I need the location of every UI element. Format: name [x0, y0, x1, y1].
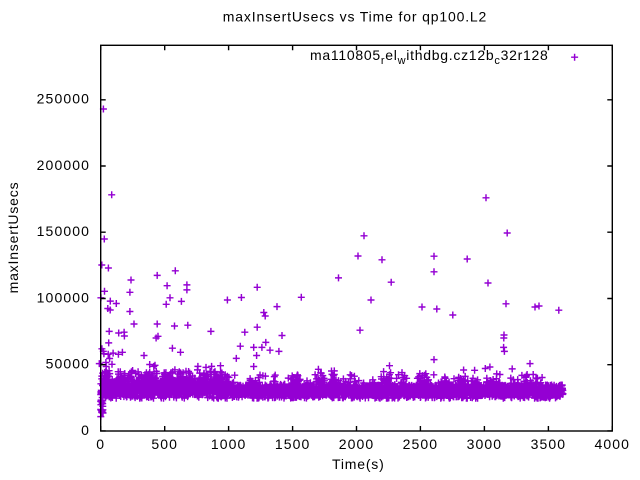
svg-text:150000: 150000 [37, 223, 90, 239]
svg-text:maxInsertUsecs: maxInsertUsecs [5, 182, 21, 294]
svg-text:50000: 50000 [46, 356, 90, 372]
svg-text:1000: 1000 [211, 436, 247, 452]
svg-text:2000: 2000 [339, 436, 375, 452]
svg-text:3500: 3500 [531, 436, 567, 452]
svg-text:100000: 100000 [37, 289, 90, 305]
svg-text:3000: 3000 [467, 436, 503, 452]
svg-text:maxInsertUsecs vs Time for qp1: maxInsertUsecs vs Time for qp100.L2 [223, 9, 487, 25]
svg-text:0: 0 [81, 422, 90, 438]
svg-text:1500: 1500 [275, 436, 311, 452]
svg-text:2500: 2500 [403, 436, 439, 452]
svg-text:500: 500 [151, 436, 178, 452]
svg-text:250000: 250000 [37, 91, 90, 107]
svg-text:Time(s): Time(s) [332, 456, 385, 472]
svg-text:200000: 200000 [37, 157, 90, 173]
svg-text:4000: 4000 [595, 436, 631, 452]
svg-text:0: 0 [96, 436, 105, 452]
svg-text:ma110805relwithdbg.cz12bc32r12: ma110805relwithdbg.cz12bc32r128 [310, 47, 549, 67]
